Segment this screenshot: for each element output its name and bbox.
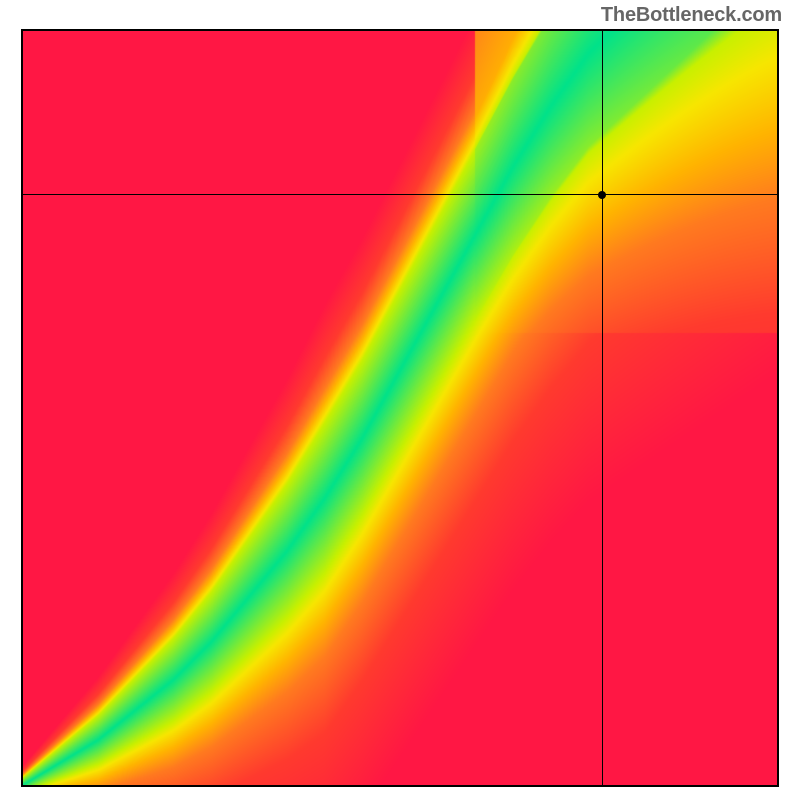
heatmap-canvas — [23, 31, 777, 785]
watermark-text: TheBottleneck.com — [601, 4, 782, 27]
data-point-marker — [598, 191, 606, 199]
plot-frame — [21, 29, 779, 787]
crosshair-vertical — [602, 31, 603, 785]
crosshair-horizontal — [23, 194, 777, 195]
chart-container: TheBottleneck.com — [0, 0, 800, 800]
